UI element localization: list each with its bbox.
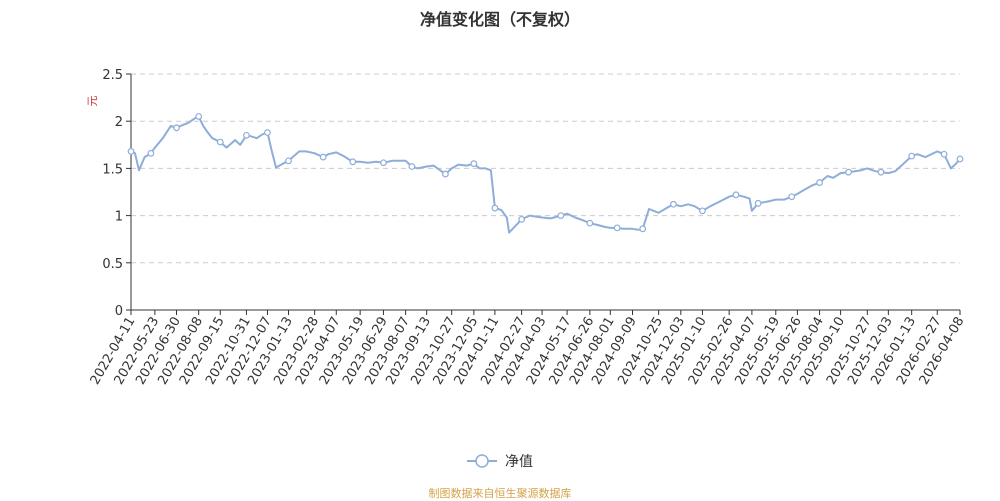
data-point[interactable]	[877, 168, 885, 176]
data-point[interactable]	[788, 193, 796, 201]
data-point[interactable]	[639, 225, 647, 233]
data-point[interactable]	[195, 113, 203, 120]
legend[interactable]: 净值	[0, 450, 1000, 472]
data-point[interactable]	[408, 163, 416, 170]
data-point[interactable]	[319, 153, 327, 161]
data-point[interactable]	[518, 215, 526, 223]
data-source-note: 制图数据来自恒生聚源数据库	[428, 487, 572, 500]
data-point[interactable]	[285, 157, 292, 165]
grid-lines	[131, 73, 960, 264]
legend-item-nav[interactable]: 净值	[467, 451, 533, 471]
data-point[interactable]	[243, 131, 250, 139]
y-axis-tick-labels: 0 0.5 1 1.5 2 2.5	[102, 68, 123, 319]
axes	[126, 73, 961, 315]
data-point[interactable]	[754, 199, 762, 207]
y-tick-label: 2.5	[102, 68, 123, 83]
y-axis-label: 元	[86, 96, 99, 107]
series-nav	[127, 113, 964, 234]
data-point[interactable]	[470, 160, 478, 168]
data-point[interactable]	[442, 170, 449, 178]
data-point[interactable]	[491, 204, 499, 212]
y-tick-label: 0.5	[102, 257, 123, 272]
legend-label: 净值	[505, 454, 533, 470]
y-tick-label: 0	[115, 304, 123, 319]
chart-title: 净值变化图（不复权）	[419, 10, 580, 29]
data-point[interactable]	[586, 219, 594, 227]
data-point[interactable]	[732, 191, 740, 199]
data-point[interactable]	[908, 152, 916, 160]
data-point[interactable]	[380, 159, 387, 167]
data-point[interactable]	[613, 224, 621, 232]
data-point[interactable]	[557, 212, 565, 220]
data-point[interactable]	[845, 168, 852, 176]
data-point[interactable]	[940, 150, 948, 158]
y-tick-label: 2	[115, 115, 123, 130]
data-point[interactable]	[956, 155, 964, 163]
data-point[interactable]	[216, 138, 224, 146]
y-tick-label: 1.5	[102, 162, 123, 177]
data-point[interactable]	[670, 200, 677, 208]
data-point[interactable]	[264, 129, 271, 136]
x-axis-tick-labels: 2022-04-112022-05-232022-06-302022-08-08…	[88, 314, 968, 387]
data-point[interactable]	[816, 179, 823, 186]
data-point[interactable]	[173, 124, 180, 132]
legend-line-circle-icon	[467, 454, 497, 468]
y-tick-label: 1	[115, 210, 123, 225]
data-point[interactable]	[699, 207, 706, 215]
data-point[interactable]	[147, 149, 155, 157]
data-point[interactable]	[349, 158, 357, 166]
data-point[interactable]	[127, 148, 135, 155]
